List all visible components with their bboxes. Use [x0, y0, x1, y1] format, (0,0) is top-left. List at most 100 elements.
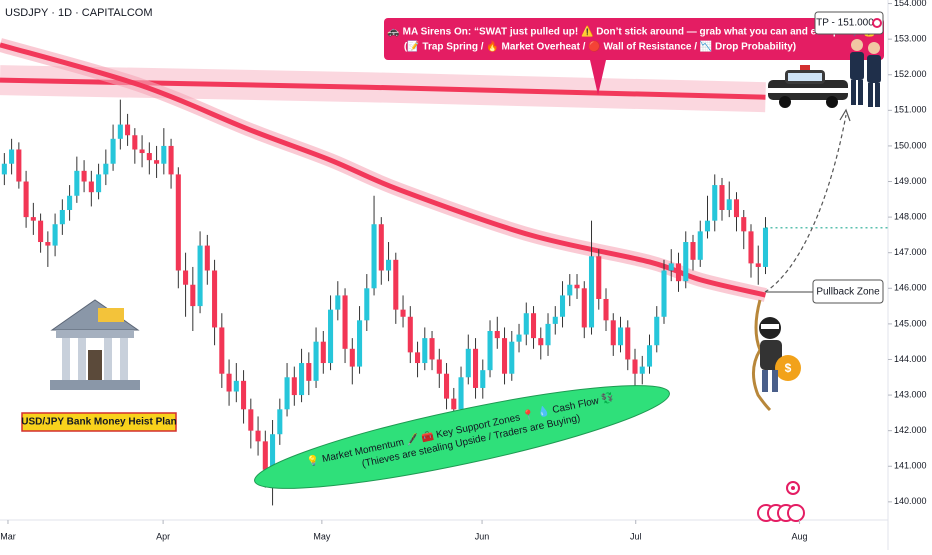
candle-body: [349, 348, 355, 367]
y-tick-label: 142.000: [894, 425, 927, 435]
candle-body: [320, 341, 326, 364]
candle-body: [748, 231, 754, 264]
candle-body: [458, 377, 464, 410]
candle-body: [494, 331, 500, 339]
candle-body: [581, 288, 587, 328]
candle-body: [516, 334, 522, 342]
x-tick-label: May: [313, 531, 331, 541]
y-tick-label: 149.000: [894, 176, 927, 186]
candle-body: [530, 313, 537, 339]
candle-body: [668, 263, 674, 271]
candle-body: [661, 270, 667, 317]
officer-head: [868, 42, 880, 54]
bank-column: [62, 338, 70, 380]
x-tick-label: Aug: [792, 531, 808, 541]
bank-column: [120, 338, 128, 380]
candle-body: [342, 295, 348, 349]
candle-body: [415, 352, 421, 364]
candle-body: [175, 174, 181, 271]
candle-body: [538, 338, 544, 346]
candle-body: [683, 242, 689, 282]
bank-illustration: [50, 299, 140, 390]
candle-body: [559, 295, 566, 317]
tp-label: TP - 151.000: [814, 11, 884, 35]
wheel: [826, 96, 838, 108]
candle-body: [248, 409, 254, 431]
y-tick-label: 145.000: [894, 318, 927, 328]
candle-body: [444, 373, 450, 399]
plot-area: [0, 38, 888, 506]
candle-body: [197, 245, 203, 307]
bank-column: [104, 338, 112, 380]
candle-body: [67, 195, 73, 210]
y-tick-label: 148.000: [894, 211, 927, 221]
bank-label-box: [21, 412, 177, 432]
candle-body: [596, 256, 602, 299]
bank-door: [88, 350, 102, 380]
callout-line: 🚓 MA Sirens On: “SWAT just pulled up! ⚠️…: [387, 25, 880, 38]
candle-body: [212, 270, 218, 328]
officer-leg: [868, 83, 873, 107]
pullback-box: [812, 279, 884, 304]
pullback-label: Pullback Zone: [766, 279, 884, 304]
officer-leg: [858, 80, 863, 105]
callout-pointer: [590, 60, 606, 95]
candle-body: [472, 348, 479, 388]
candle-body: [610, 320, 616, 346]
candle-body: [255, 430, 261, 442]
bag-sign: $: [785, 361, 792, 375]
candle-body: [393, 259, 399, 310]
candle-body: [654, 316, 660, 346]
candle-body: [139, 149, 145, 154]
candle-body: [125, 124, 131, 136]
candle-body: [190, 284, 196, 307]
callout-line: (📝 Trap Spring / 🔥 Market Overheat / 🔴 W…: [404, 40, 796, 53]
chart-title: USDJPY · 1D · CAPITALCOM: [5, 7, 153, 19]
officer-head: [851, 39, 863, 51]
candle-body: [328, 309, 334, 364]
candle-body: [386, 259, 392, 271]
candle-body: [574, 284, 580, 289]
candle-body: [270, 434, 276, 470]
candle-body: [277, 409, 283, 435]
car-stripe: [768, 88, 848, 93]
candle-body: [501, 338, 508, 374]
candle-body: [74, 170, 80, 196]
candle-body: [52, 224, 58, 246]
bank-label: USD/JPY Bank Money Heist Plan: [21, 417, 176, 428]
candle-body: [23, 181, 29, 218]
y-tick-label: 141.000: [894, 461, 927, 471]
candle-body: [103, 163, 109, 175]
candle-body: [96, 174, 102, 193]
candle-body: [16, 149, 22, 182]
coin: [787, 504, 805, 522]
projection-arrow: [839, 108, 851, 122]
wheel: [779, 96, 791, 108]
tp-text: TP - 151.000: [816, 18, 874, 29]
callout-box: [384, 18, 884, 60]
siren: [800, 65, 810, 70]
candle-body: [632, 359, 638, 374]
pullback-text: Pullback Zone: [816, 287, 880, 298]
candle-body: [712, 185, 718, 221]
candle-body: [306, 363, 312, 381]
support-ellipse: [254, 385, 670, 489]
candle-body: [523, 313, 529, 335]
candle-body: [690, 242, 696, 260]
candle-body: [117, 124, 123, 139]
candle-body: [81, 170, 87, 182]
candle-body: [465, 348, 471, 378]
candle-body: [357, 320, 363, 367]
candle-body: [552, 316, 558, 324]
callout: 🚓 MA Sirens On: “SWAT just pulled up! ⚠️…: [384, 18, 884, 95]
candle-body: [146, 153, 152, 161]
candle-body: [617, 327, 624, 346]
candle-body: [110, 138, 116, 164]
bank-sign: [98, 308, 124, 322]
candle-body: [291, 377, 297, 396]
candle-body: [9, 149, 15, 164]
candle-body: [625, 327, 631, 360]
candle-body: [639, 366, 645, 374]
candle-body: [719, 185, 725, 210]
candle-body: [422, 338, 428, 364]
